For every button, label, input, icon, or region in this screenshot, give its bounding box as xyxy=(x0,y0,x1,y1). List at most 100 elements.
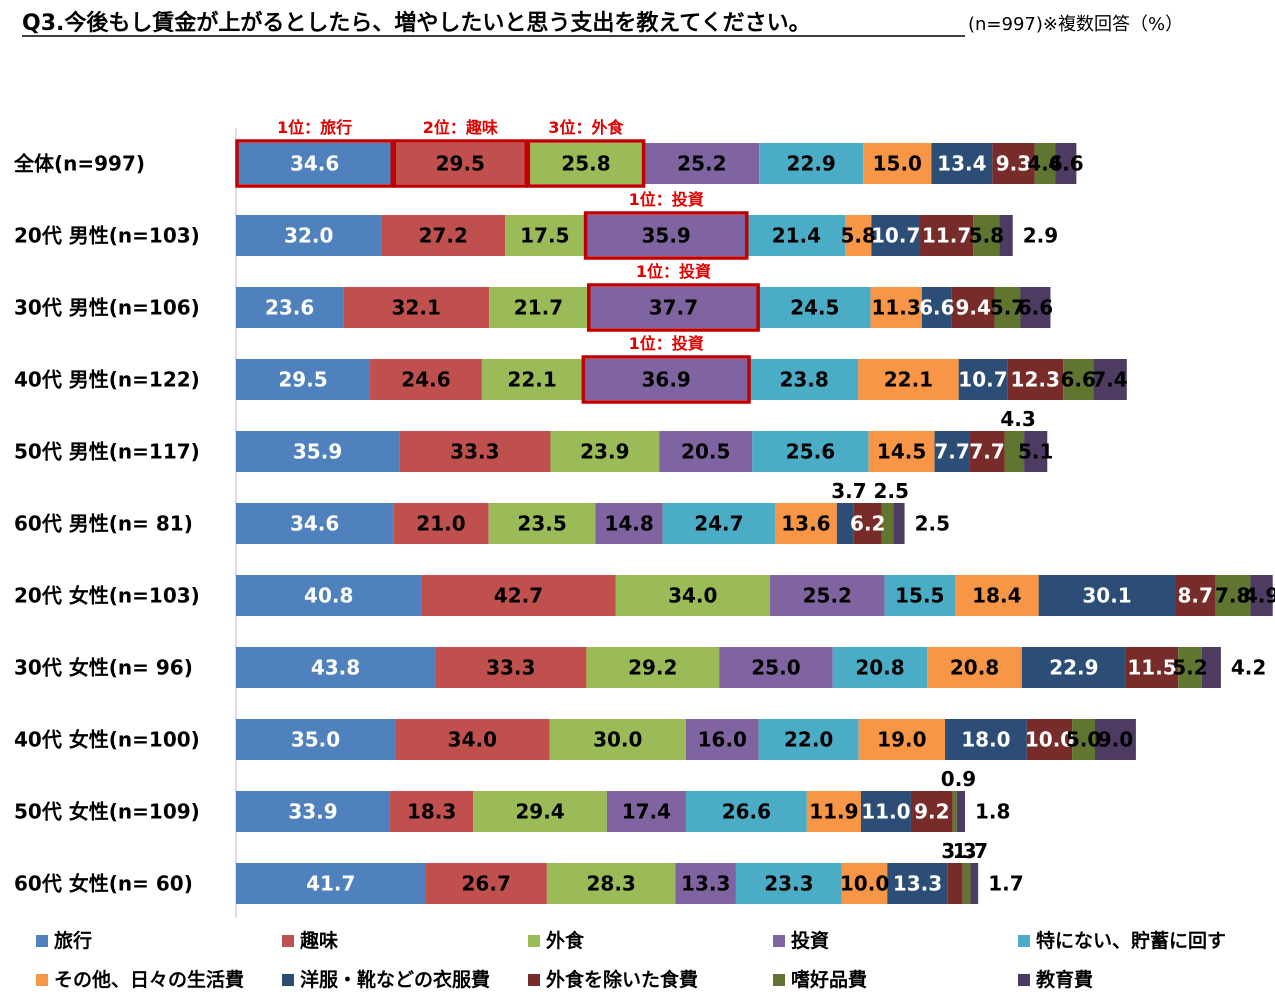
legend-swatch xyxy=(36,935,48,947)
bar-segment xyxy=(399,431,551,472)
bar-segment xyxy=(871,215,921,256)
row-label: 60代 男性(n= 81) xyxy=(14,512,193,536)
bar-segment xyxy=(236,647,436,688)
bar-segment xyxy=(970,863,979,904)
legend-item: 特にない、貯蓄に回す xyxy=(1018,929,1226,952)
rank-label: 1位：投資 xyxy=(636,262,711,281)
data-label: 6.6 xyxy=(1060,368,1095,392)
data-label-outside: 3.7 xyxy=(831,479,866,503)
bar-segment xyxy=(945,719,1027,760)
data-label: 8.7 xyxy=(1178,584,1213,608)
bar-segment xyxy=(675,863,736,904)
data-label: 9.3 xyxy=(996,152,1031,176)
legend-label: 投資 xyxy=(791,929,829,952)
bar-segment xyxy=(505,215,585,256)
bar-segment xyxy=(370,359,482,400)
bar-segment xyxy=(1004,431,1025,472)
data-label: 25.6 xyxy=(786,440,835,464)
data-label: 10.0 xyxy=(1025,728,1074,752)
data-label: 5.2 xyxy=(1172,656,1207,680)
bar-segment xyxy=(381,215,506,256)
rank-label: 2位：趣味 xyxy=(423,118,498,137)
bar-segment xyxy=(1024,431,1048,472)
bar-segment xyxy=(841,863,888,904)
legend-item: 趣味 xyxy=(282,929,338,952)
data-label: 9.4 xyxy=(955,296,990,320)
bar-segment xyxy=(236,791,391,832)
bar-segment xyxy=(962,863,971,904)
data-label: 24.5 xyxy=(790,296,839,320)
bar-segment xyxy=(969,431,1005,472)
bar-segment xyxy=(435,647,587,688)
bar-segment xyxy=(1021,647,1126,688)
data-label-outside: 2.9 xyxy=(1023,224,1058,248)
data-label: 13.3 xyxy=(681,872,730,896)
bar-segment xyxy=(393,143,528,184)
bar-segment xyxy=(858,359,959,400)
data-label-outside: 4.2 xyxy=(1231,656,1266,680)
bar-segment xyxy=(644,143,760,184)
bar-segment xyxy=(868,431,935,472)
bar-row: 20代 男性(n=103) 32.0 27.2 17.5 35.9 21.4 5.810.7… xyxy=(14,215,1058,256)
bar-segment xyxy=(236,215,382,256)
data-label: 33.3 xyxy=(486,656,535,680)
data-label: 25.2 xyxy=(677,152,726,176)
bar-segment xyxy=(606,791,686,832)
data-label: 42.7 xyxy=(494,584,543,608)
bar-segment xyxy=(343,287,490,328)
bar-segment xyxy=(858,719,946,760)
bar-segment xyxy=(921,287,952,328)
bar-segment xyxy=(759,287,871,328)
legend-swatch xyxy=(1018,935,1030,947)
data-label: 25.8 xyxy=(561,152,610,176)
legend-label: 外食 xyxy=(546,929,585,952)
bar-segment xyxy=(1020,287,1051,328)
data-label: 15.5 xyxy=(895,584,944,608)
bar-segment xyxy=(832,647,928,688)
data-label: 14.5 xyxy=(877,440,926,464)
data-label: 10.0 xyxy=(840,872,889,896)
bar-row: 60代 男性(n= 81) 34.6 21.0 23.5 14.8 24.7 13.63.7… xyxy=(14,479,950,544)
bar-segment xyxy=(920,215,974,256)
data-label: 21.0 xyxy=(416,512,465,536)
legend-item: 投資 xyxy=(773,929,829,952)
data-label: 24.6 xyxy=(401,368,450,392)
bar-segment xyxy=(550,431,660,472)
data-label: 22.0 xyxy=(784,728,833,752)
data-label: 40.8 xyxy=(304,584,353,608)
legend-swatch xyxy=(36,974,48,986)
bar-segment xyxy=(549,719,686,760)
data-label-outside: 4.3 xyxy=(1000,407,1035,431)
bar-segment xyxy=(236,503,394,544)
data-label: 17.4 xyxy=(622,800,671,824)
bar-segment xyxy=(236,719,396,760)
data-label: 37.7 xyxy=(649,296,698,320)
bar-segment xyxy=(775,503,837,544)
data-label: 11.0 xyxy=(861,800,910,824)
bar-segment xyxy=(750,359,859,400)
data-label: 13.3 xyxy=(893,872,942,896)
bar-segment xyxy=(951,287,995,328)
legend-item: 旅行 xyxy=(36,929,92,952)
rank-label: 1位：旅行 xyxy=(277,118,352,137)
data-label: 9.2 xyxy=(914,800,949,824)
row-label: 60代 女性(n= 60) xyxy=(14,872,193,896)
legend-label: 洋服・靴などの衣服費 xyxy=(300,968,490,991)
legend-label: 教育費 xyxy=(1036,968,1093,991)
bar-segment xyxy=(236,143,394,184)
bar-segment xyxy=(236,359,371,400)
row-label: 20代 女性(n=103) xyxy=(14,584,200,608)
data-label: 27.2 xyxy=(419,224,468,248)
data-label: 15.0 xyxy=(873,152,922,176)
bar-segment xyxy=(1201,647,1221,688)
bar-segment xyxy=(425,863,547,904)
legend-label: 旅行 xyxy=(54,929,92,952)
bar-segment xyxy=(473,791,607,832)
bar-segment xyxy=(806,791,861,832)
data-label: 18.0 xyxy=(961,728,1010,752)
data-label: 10.7 xyxy=(958,368,1007,392)
legend-label: 特にない、貯蓄に回す xyxy=(1036,929,1226,952)
data-label: 33.9 xyxy=(288,800,337,824)
data-label: 33.3 xyxy=(450,440,499,464)
bar-segment xyxy=(845,215,872,256)
